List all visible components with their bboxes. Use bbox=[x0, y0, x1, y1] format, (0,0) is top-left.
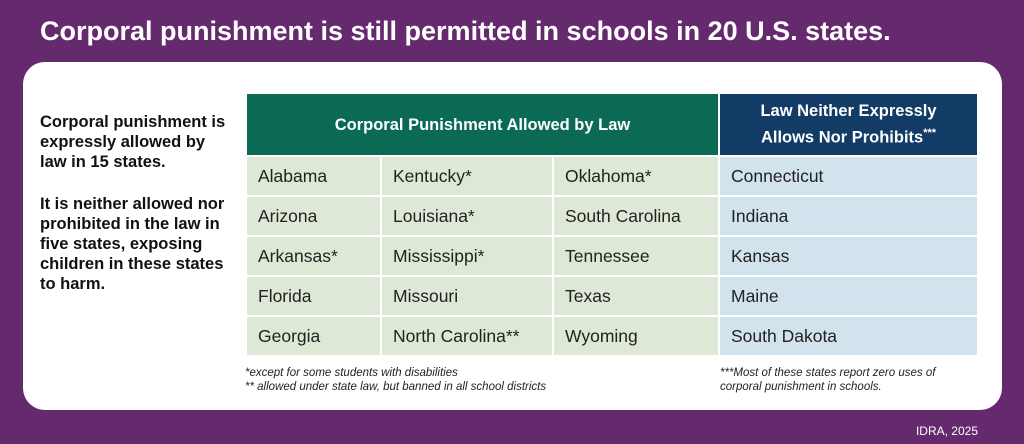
state-cell: Oklahoma* bbox=[552, 155, 720, 197]
state-cell: Georgia bbox=[245, 315, 382, 357]
state-cell: South Dakota bbox=[718, 315, 979, 357]
table-row: Arkansas* Mississippi* Tennessee Kansas bbox=[245, 235, 979, 277]
state-cell: Alabama bbox=[245, 155, 382, 197]
states-table: Corporal Punishment Allowed by Law Law N… bbox=[245, 92, 979, 357]
state-cell: Tennessee bbox=[552, 235, 720, 277]
state-cell: North Carolina** bbox=[380, 315, 554, 357]
header-allowed: Corporal Punishment Allowed by Law bbox=[245, 92, 720, 157]
state-cell: Connecticut bbox=[718, 155, 979, 197]
state-cell: Mississippi* bbox=[380, 235, 554, 277]
summary-allowed: Corporal punishment is expressly allowed… bbox=[40, 113, 226, 171]
footnote-right: ***Most of these states report zero uses… bbox=[720, 367, 936, 393]
source-credit: IDRA, 2025 bbox=[915, 424, 978, 438]
content-card: Corporal punishment is expressly allowed… bbox=[23, 62, 1002, 410]
state-cell: Florida bbox=[245, 275, 382, 317]
state-cell: Missouri bbox=[380, 275, 554, 317]
summary-text: Corporal punishment is expressly allowed… bbox=[40, 112, 230, 294]
header-neither: Law Neither Expressly Allows Nor Prohibi… bbox=[718, 92, 979, 157]
footnote-banned: ** allowed under state law, but banned i… bbox=[245, 381, 547, 393]
table-row: Arizona Louisiana* South Carolina Indian… bbox=[245, 195, 979, 237]
header-neither-line2: Allows Nor Prohibits bbox=[760, 128, 924, 147]
state-cell: Arizona bbox=[245, 195, 382, 237]
header-neither-line1: Law Neither Expressly bbox=[760, 102, 937, 121]
page-title: Corporal punishment is still permitted i… bbox=[40, 16, 891, 46]
state-cell: Maine bbox=[718, 275, 979, 317]
state-cell: Kansas bbox=[718, 235, 979, 277]
state-cell: Kentucky* bbox=[380, 155, 554, 197]
summary-neither: It is neither allowed nor prohibited in … bbox=[40, 195, 225, 293]
state-cell: Texas bbox=[552, 275, 720, 317]
table-row: Georgia North Carolina** Wyoming South D… bbox=[245, 315, 979, 357]
state-cell: Indiana bbox=[718, 195, 979, 237]
state-cell: Wyoming bbox=[552, 315, 720, 357]
table-header-row: Corporal Punishment Allowed by Law Law N… bbox=[245, 92, 979, 157]
state-cell: Louisiana* bbox=[380, 195, 554, 237]
table-row: Alabama Kentucky* Oklahoma* Connecticut bbox=[245, 155, 979, 197]
state-cell: Arkansas* bbox=[245, 235, 382, 277]
state-cell: South Carolina bbox=[552, 195, 720, 237]
table-row: Florida Missouri Texas Maine bbox=[245, 275, 979, 317]
footnote-left: *except for some students with disabilit… bbox=[245, 366, 546, 394]
header-neither-mark: *** bbox=[923, 127, 937, 140]
footnote-disabilities: *except for some students with disabilit… bbox=[245, 367, 458, 379]
